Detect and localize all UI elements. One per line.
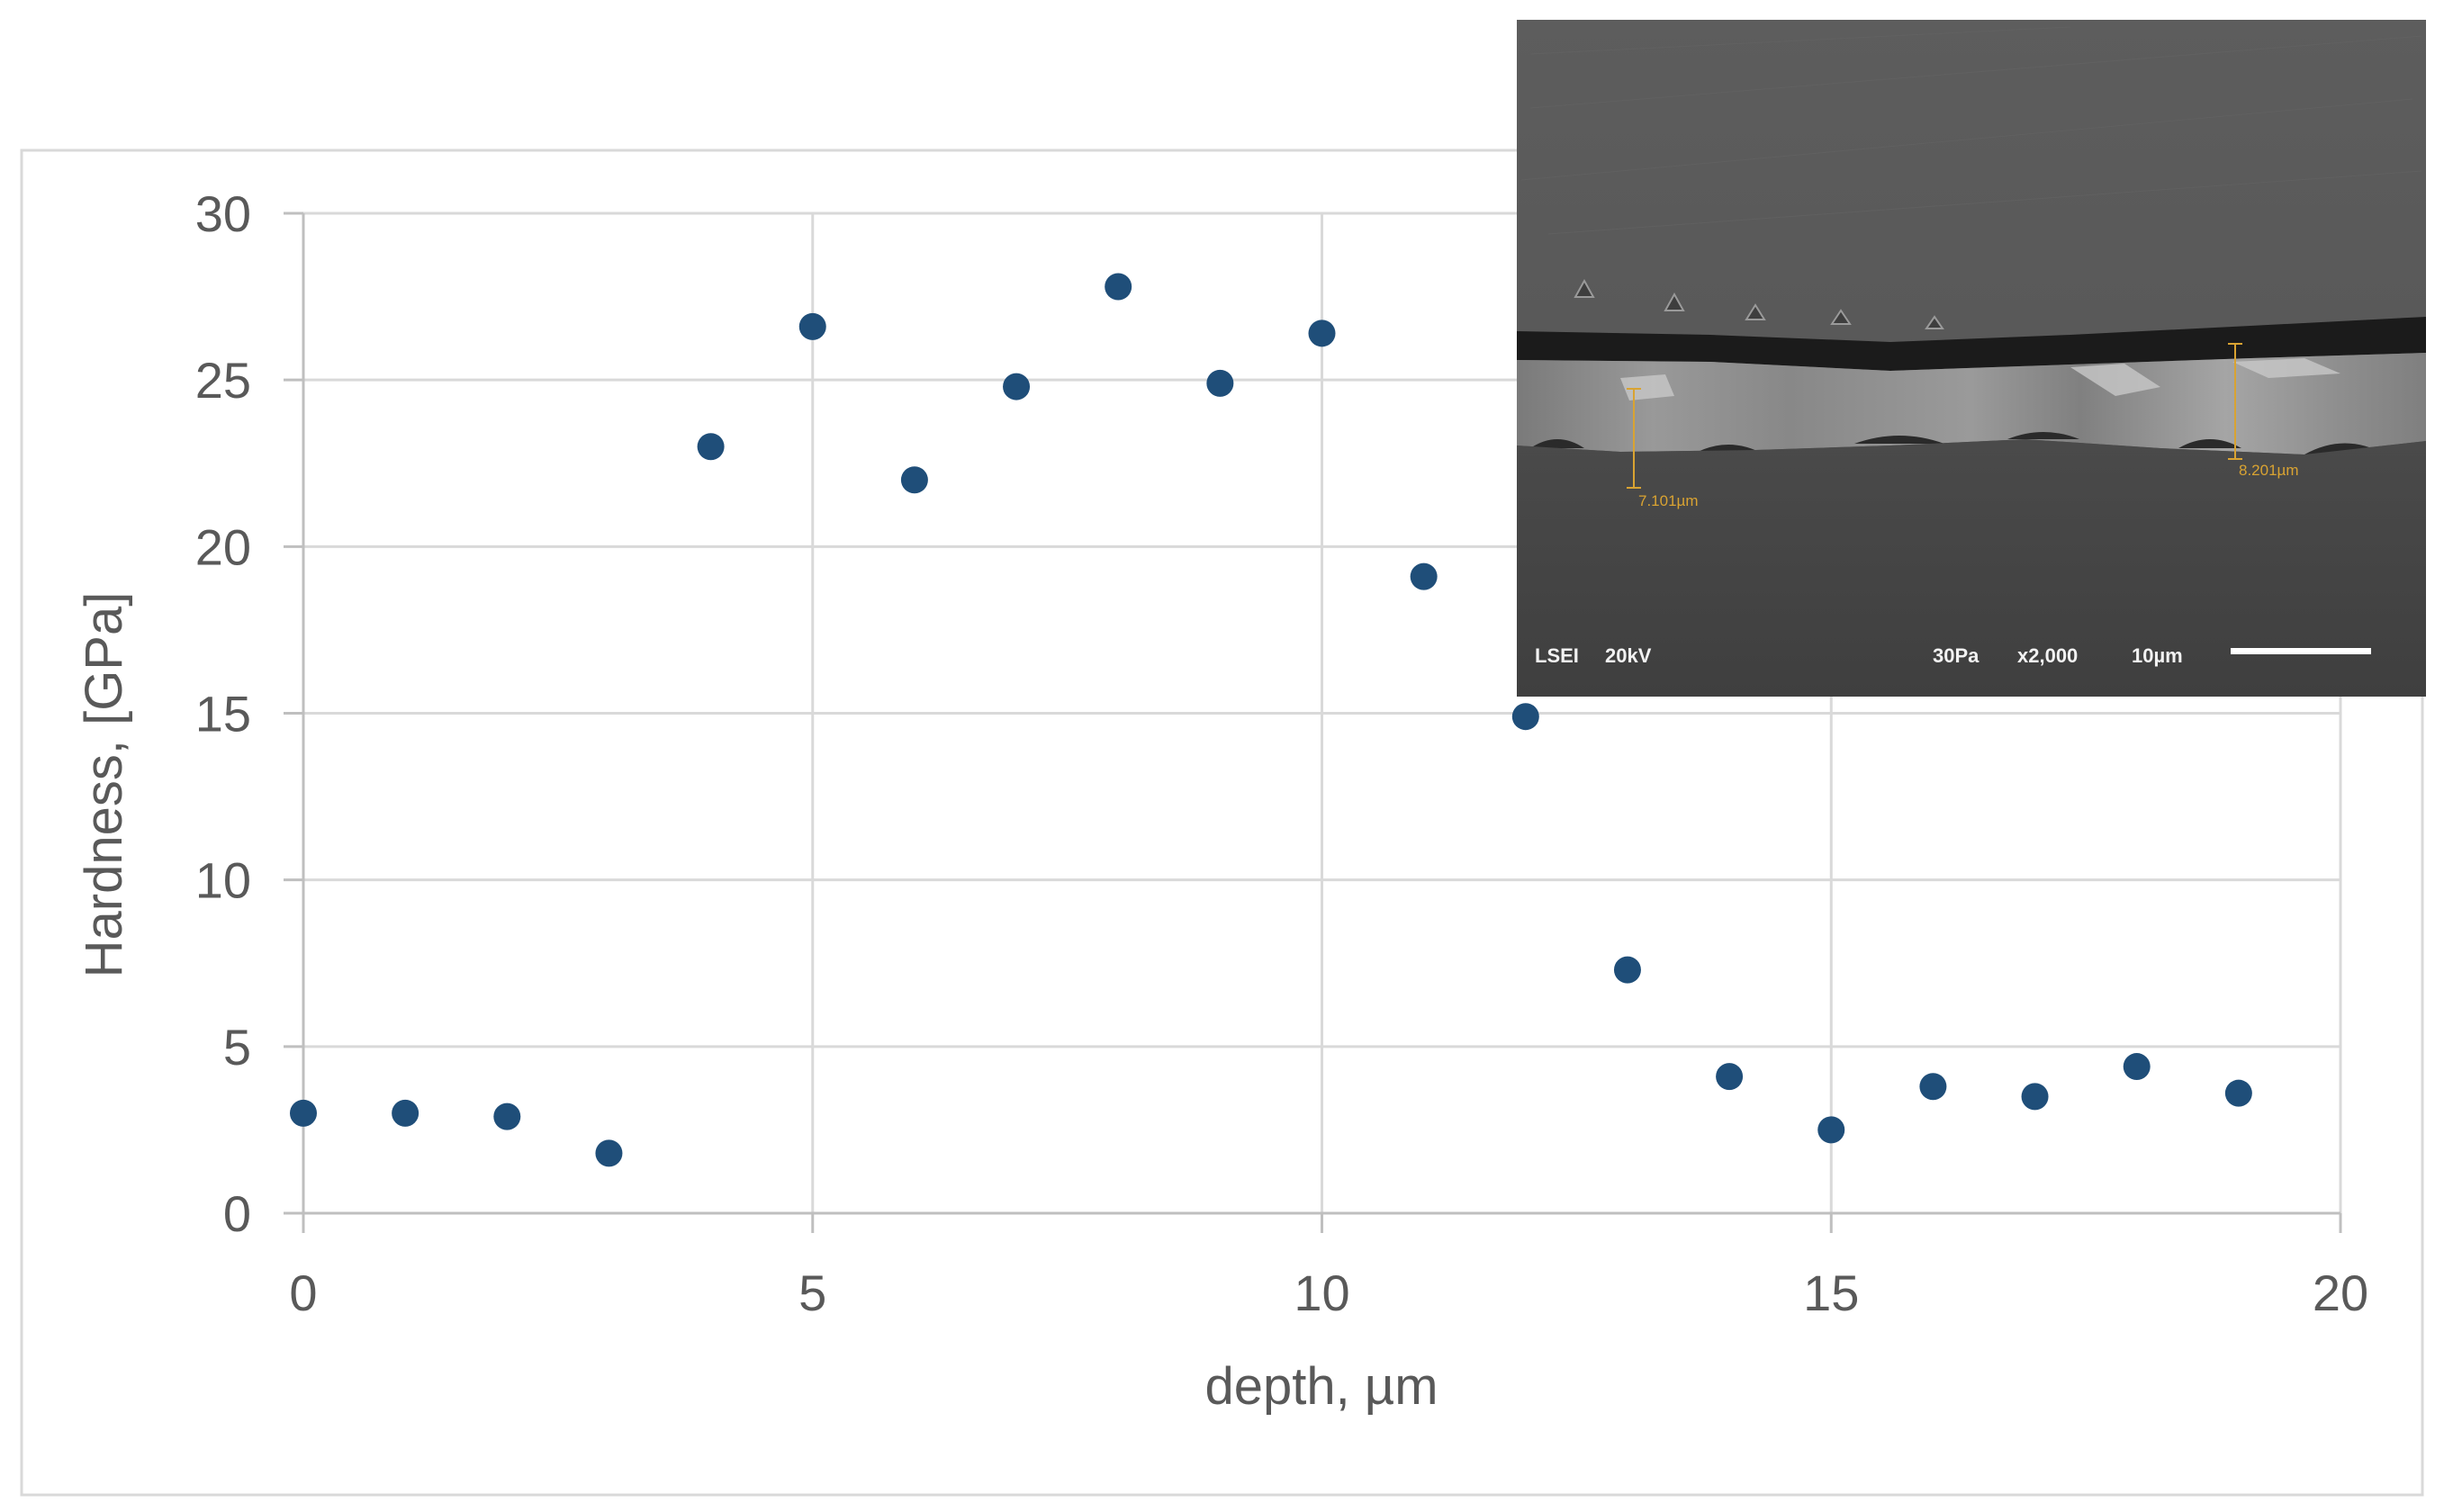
data-point (1613, 956, 1641, 984)
data-point (1003, 373, 1031, 400)
data-point (1105, 273, 1132, 301)
y-tick-label: 10 (195, 852, 251, 909)
sem-scale-label: 10µm (2132, 644, 2183, 667)
y-axis-label: Hardness, [GPa] (75, 592, 133, 978)
data-point (1410, 562, 1438, 590)
data-points (290, 273, 2252, 1167)
sem-detector: LSEI (1535, 644, 1579, 667)
y-tick-label: 30 (195, 185, 251, 242)
data-point (493, 1102, 521, 1130)
data-point (1511, 703, 1539, 731)
sem-coating-layer (1517, 353, 2426, 454)
sem-pores (1530, 432, 2385, 454)
sem-highlight (1620, 358, 2340, 400)
data-point (1206, 369, 1234, 397)
sem-inset: 7.101µm 8.201µm LSEI 20kV 30Pa x2,000 10… (1517, 20, 2426, 697)
sem-interface-gap (1517, 317, 2426, 371)
data-point (798, 312, 826, 340)
sem-substrate (1517, 439, 2426, 697)
sem-magnification: x2,000 (2017, 644, 2078, 667)
axes (284, 212, 2342, 1233)
measurement-left: 7.101µm (1627, 388, 1699, 509)
data-point (595, 1139, 623, 1167)
measurement-right-label: 8.201µm (2239, 462, 2299, 479)
data-point (392, 1099, 419, 1127)
data-point (1919, 1073, 1947, 1101)
data-point (1817, 1116, 1845, 1144)
sem-scale-bar (2231, 648, 2371, 654)
y-tick-label: 5 (223, 1019, 251, 1076)
x-axis-label: depth, µm (1204, 1357, 1438, 1416)
sem-pressure: 30Pa (1933, 644, 1980, 667)
sem-voltage: 20kV (1605, 644, 1652, 667)
y-tick-labels: 0 5 10 15 20 25 30 (195, 185, 251, 1242)
data-point (290, 1099, 317, 1127)
data-point (1716, 1063, 1744, 1091)
y-tick-label: 25 (195, 352, 251, 409)
measurement-left-label: 7.101µm (1638, 492, 1699, 509)
x-tick-label: 10 (1294, 1264, 1349, 1321)
x-tick-label: 15 (1803, 1264, 1859, 1321)
data-point (900, 466, 928, 494)
x-tick-label: 5 (798, 1264, 826, 1321)
x-tick-labels: 0 5 10 15 20 (289, 1264, 2368, 1321)
sem-indent-marks (1574, 278, 1944, 329)
y-tick-label: 0 (223, 1185, 251, 1242)
sem-surface-texture (1520, 26, 2422, 235)
x-tick-label: 0 (289, 1264, 317, 1321)
y-tick-label: 20 (195, 518, 251, 575)
measurement-right: 8.201µm (2228, 343, 2299, 479)
x-tick-label: 20 (2313, 1264, 2368, 1321)
data-point (2021, 1083, 2049, 1111)
y-tick-label: 15 (195, 686, 251, 742)
data-point (2123, 1053, 2151, 1081)
data-point (2224, 1079, 2252, 1107)
data-point (1308, 320, 1336, 347)
data-point (697, 433, 725, 461)
